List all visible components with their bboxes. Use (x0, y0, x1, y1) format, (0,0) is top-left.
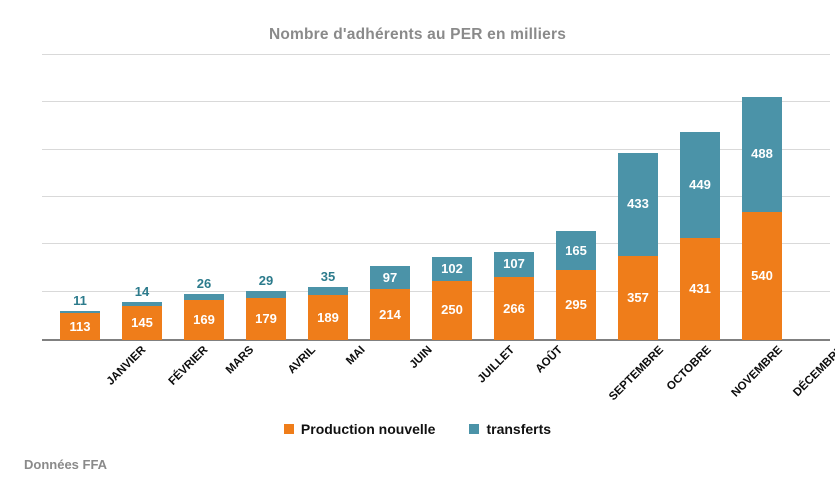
x-axis-tick-label: OCTOBRE (664, 344, 714, 394)
bar-segment-production[interactable]: 189 (308, 295, 348, 340)
bar-segment-transferts[interactable]: 11 (60, 294, 100, 314)
bar-value-label-transferts: 488 (751, 146, 773, 162)
gridline (42, 101, 830, 103)
bar-segment-production[interactable]: 169 (184, 300, 224, 340)
bar-group[interactable]: 189 35 (308, 270, 348, 340)
x-axis-tick-label: AOÛT (533, 344, 566, 376)
bar-group[interactable]: 214 97 (370, 266, 410, 340)
bar-group[interactable]: 357 433 (618, 153, 658, 340)
legend-label: Production nouvelle (300, 421, 436, 437)
gridline (42, 243, 830, 245)
bar-value-label-production: 266 (503, 300, 525, 316)
bar-segment-transferts[interactable]: 165 (556, 231, 596, 271)
bar-segment-transferts[interactable]: 449 (680, 131, 720, 238)
bar-value-label-production: 214 (379, 306, 401, 322)
bar-value-label-production: 431 (689, 281, 711, 296)
bar-value-label-transferts: 97 (382, 269, 398, 285)
bar-value-label-production: 113 (69, 318, 91, 334)
legend-item[interactable]: Production nouvelle (283, 421, 436, 437)
bar-value-label-transferts: 35 (320, 269, 336, 284)
bar-segment-production[interactable]: 113 (60, 313, 100, 340)
bar-segment-production[interactable]: 214 (370, 289, 410, 340)
bar-group[interactable]: 179 29 (246, 274, 286, 340)
bar-segment-production[interactable]: 540 (742, 212, 782, 340)
bar-value-label-transferts: 11 (73, 292, 87, 308)
bar-group[interactable]: 145 14 (122, 285, 162, 340)
chart-title: Nombre d'adhérents au PER en milliers (268, 26, 567, 43)
legend-swatch-icon (283, 424, 294, 434)
bar-segment-production[interactable]: 295 (556, 270, 596, 340)
bar-segment-transferts[interactable]: 102 (432, 256, 472, 281)
bar-group[interactable]: 250 102 (432, 256, 472, 340)
bar-value-label-transferts: 433 (627, 196, 649, 212)
bar-segment-transferts[interactable]: 488 (742, 96, 782, 213)
x-axis-tick-label: JUIN (407, 344, 435, 372)
bar-segment-transferts[interactable]: 97 (370, 266, 410, 290)
source-note: Données FFA (24, 457, 108, 472)
bar-value-label-production: 189 (317, 309, 339, 325)
bar-segment-transferts[interactable]: 433 (618, 153, 658, 256)
bar-group[interactable]: 431 449 (680, 131, 720, 340)
bar-value-label-transferts: 107 (503, 256, 525, 272)
bar-segment-transferts[interactable]: 35 (308, 270, 348, 296)
bar-value-label-transferts: 14 (134, 284, 150, 300)
legend-label: transferts (486, 421, 552, 437)
x-axis-tick-label: AVRIL (285, 344, 319, 377)
bar-value-label-production: 169 (193, 312, 215, 327)
bar-segment-transferts[interactable]: 107 (494, 251, 534, 278)
bar-value-label-production: 295 (565, 297, 587, 313)
bar-group[interactable]: 266 107 (494, 251, 534, 340)
bar-segment-production[interactable]: 266 (494, 277, 534, 340)
bar-segment-transferts[interactable]: 29 (246, 274, 286, 298)
x-axis-tick-label: SEPTEMBRE (606, 344, 667, 404)
bar-value-label-transferts: 165 (565, 242, 587, 258)
bar-value-label-production: 540 (751, 268, 773, 284)
gridline (42, 54, 830, 55)
gridline (42, 196, 830, 197)
bar-segment-production[interactable]: 431 (680, 238, 720, 340)
bar-value-label-production: 357 (627, 289, 649, 305)
bar-segment-production[interactable]: 250 (432, 280, 472, 340)
x-axis-line (42, 339, 830, 341)
chart-legend: Production nouvelle transferts (0, 421, 835, 437)
bar-value-label-production: 250 (441, 302, 463, 318)
bar-value-label-transferts: 102 (441, 260, 463, 276)
bar-segment-transferts[interactable]: 14 (122, 285, 162, 306)
x-axis-tick-label: FÉVRIER (166, 344, 211, 388)
bar-value-label-transferts: 449 (689, 176, 711, 192)
x-axis-tick-label: MARS (223, 344, 257, 377)
bars-layer: 113 11 145 14 169 26 179 29 189 35 214 97 250 102 266 1… (42, 56, 830, 340)
x-axis-tick-label: MAI (344, 344, 368, 368)
legend-item[interactable]: transferts (469, 421, 551, 437)
bar-group[interactable]: 113 11 (60, 294, 100, 340)
bar-group[interactable]: 169 26 (184, 277, 224, 340)
bar-value-label-production: 145 (131, 314, 153, 330)
bar-segment-production[interactable]: 179 (246, 297, 286, 340)
bar-group[interactable]: 540 488 (742, 96, 782, 340)
bar-group[interactable]: 295 165 (556, 231, 596, 340)
bar-segment-production[interactable]: 145 (122, 305, 162, 340)
legend-swatch-icon (469, 424, 480, 434)
bar-value-label-transferts: 29 (258, 272, 274, 288)
bar-value-label-transferts: 26 (196, 275, 212, 291)
bar-segment-transferts[interactable]: 26 (184, 277, 224, 301)
x-axis-tick-label: JANVIER (104, 344, 149, 388)
x-axis-tick-label: JUILLET (475, 344, 518, 386)
x-axis-labels: JANVIER FÉVRIER MARS AVRIL MAI JUIN JUILLET AOÛ… (42, 344, 835, 408)
x-axis-tick-label: DÉCEMBRE (791, 344, 835, 400)
bar-value-label-production: 179 (255, 310, 277, 326)
gridline (42, 148, 830, 150)
x-axis-tick-label: NOVEMBRE (729, 344, 785, 400)
bar-segment-production[interactable]: 357 (618, 255, 658, 340)
